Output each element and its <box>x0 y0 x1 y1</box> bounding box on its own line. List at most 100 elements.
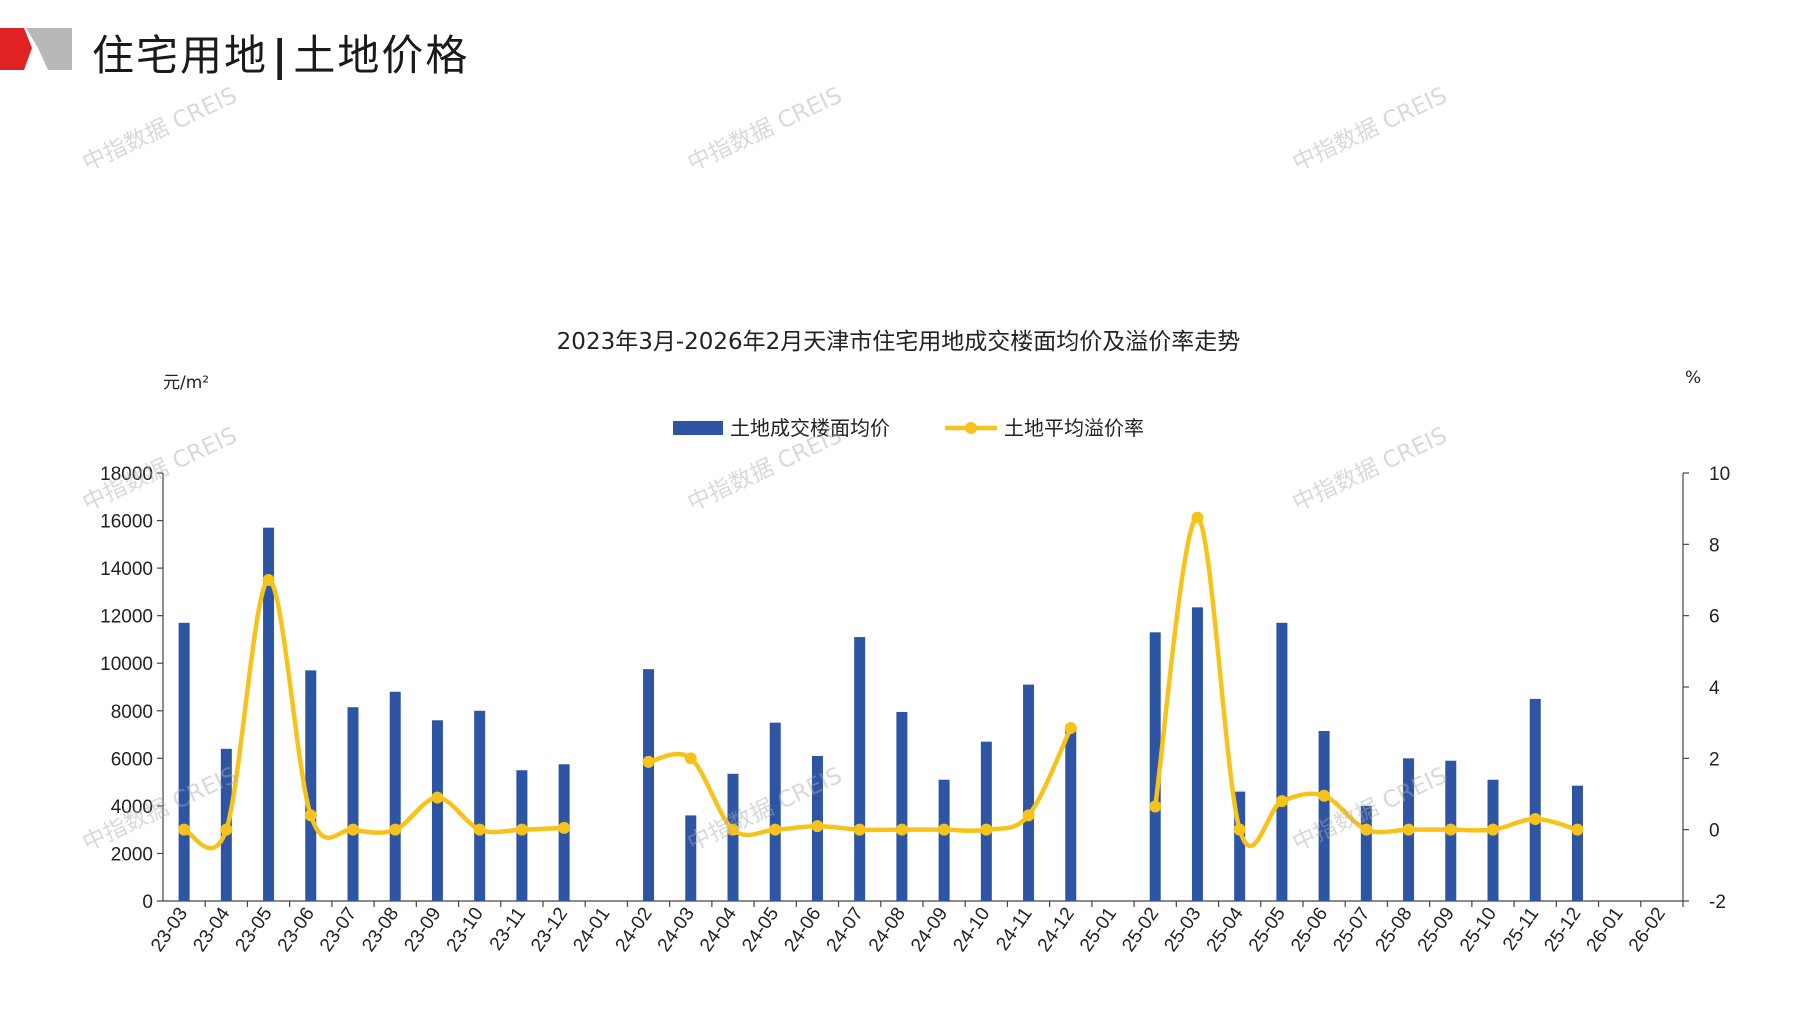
bar <box>347 707 359 901</box>
bar <box>389 691 401 901</box>
premium-rate-point <box>1191 511 1204 524</box>
left-tick-label: 16000 <box>100 512 153 533</box>
x-tick-label: 23-11 <box>486 904 530 955</box>
x-tick-label: 25-09 <box>1414 904 1459 956</box>
bar <box>896 711 908 901</box>
x-tick-label: 25-01 <box>1076 904 1121 956</box>
x-tick-label: 24-05 <box>738 904 783 956</box>
right-tick-label: 6 <box>1709 607 1720 628</box>
left-tick-label: 0 <box>142 892 153 913</box>
x-tick-label: 24-07 <box>823 904 868 956</box>
x-tick-label: 24-09 <box>907 904 952 956</box>
bar <box>1023 684 1035 901</box>
left-tick-label: 10000 <box>100 654 153 675</box>
premium-rate-point <box>262 574 275 586</box>
x-tick-label: 24-03 <box>654 904 699 956</box>
bar <box>305 670 317 901</box>
bar <box>431 720 443 901</box>
premium-rate-point <box>684 752 697 765</box>
premium-rate-point <box>1064 722 1077 735</box>
premium-rate-point <box>558 821 571 834</box>
x-tick-label: 24-11 <box>992 904 1036 955</box>
x-tick-label: 26-02 <box>1625 904 1670 956</box>
x-tick-label: 23-09 <box>400 904 445 956</box>
bar <box>1318 730 1330 901</box>
bar <box>1234 791 1246 901</box>
bar <box>1360 805 1372 901</box>
x-tick-label: 25-07 <box>1329 904 1374 956</box>
premium-rate-point <box>389 823 402 836</box>
x-tick-label: 24-02 <box>612 904 657 956</box>
x-tick-label: 23-10 <box>443 904 488 956</box>
page-title-right: 土地价格 <box>293 31 470 80</box>
x-tick-label: 25-04 <box>1203 903 1248 955</box>
x-tick-label: 23-12 <box>527 904 572 956</box>
premium-rate-point <box>1022 809 1035 822</box>
premium-rate-point <box>347 823 359 836</box>
premium-rate-point <box>727 823 739 836</box>
premium-rate-point <box>1529 812 1542 825</box>
premium-rate-line <box>181 577 567 851</box>
premium-rate-point <box>1402 823 1415 836</box>
x-tick-label: 25-02 <box>1118 904 1163 956</box>
x-tick-label: 24-08 <box>865 904 910 956</box>
left-tick-label: 8000 <box>111 702 153 723</box>
right-tick-label: 2 <box>1709 749 1720 770</box>
chart-title: 2023年3月-2026年2月天津市住宅用地成交楼面均价及溢价率走势 <box>556 329 1241 355</box>
x-tick-label: 25-03 <box>1160 904 1205 956</box>
left-tick-label: 6000 <box>111 749 153 770</box>
bar <box>980 741 992 901</box>
premium-rate-point <box>1487 823 1499 836</box>
bar <box>685 815 697 901</box>
brand-logo <box>0 28 72 70</box>
bar <box>727 773 739 901</box>
left-tick-label: 14000 <box>100 559 153 580</box>
x-tick-label: 25-06 <box>1287 904 1332 956</box>
bar <box>1276 622 1288 901</box>
premium-rate-line <box>1152 515 1580 849</box>
premium-rate-point <box>473 823 486 836</box>
left-axis-unit: 元/m² <box>163 373 210 393</box>
x-tick-label: 23-08 <box>358 904 403 956</box>
bar <box>1571 785 1583 901</box>
right-tick-label: -2 <box>1709 892 1726 913</box>
x-tick-label: 25-12 <box>1540 904 1585 956</box>
bar <box>263 527 275 901</box>
bar <box>643 669 655 901</box>
left-tick-label: 4000 <box>111 797 153 818</box>
x-tick-label: 25-08 <box>1372 904 1417 956</box>
legend-line-label: 土地平均溢价率 <box>1004 416 1144 440</box>
logo-red-shape <box>0 28 32 70</box>
premium-rate-point <box>1571 823 1584 836</box>
premium-rate-point <box>1360 823 1373 836</box>
page-title-separator: | <box>272 31 290 80</box>
bar <box>1529 698 1541 901</box>
x-tick-label: 23-07 <box>316 904 361 956</box>
x-tick-label: 25-11 <box>1499 904 1543 955</box>
bar <box>854 637 866 901</box>
premium-rate-point <box>853 823 866 836</box>
bar <box>1191 607 1203 901</box>
premium-rate-point <box>1149 800 1162 813</box>
x-tick-label: 24-01 <box>569 904 614 956</box>
x-tick-label: 23-04 <box>189 903 234 955</box>
right-tick-label: 10 <box>1709 464 1730 485</box>
premium-rate-point <box>642 755 655 768</box>
logo-gray-shape <box>26 28 72 70</box>
x-tick-label: 23-03 <box>147 904 192 956</box>
x-tick-label: 24-12 <box>1034 904 1079 956</box>
premium-rate-point <box>769 823 782 836</box>
premium-rate-point <box>431 791 444 804</box>
legend-bar-swatch <box>673 421 723 435</box>
right-tick-label: 0 <box>1709 821 1720 842</box>
legend-line-marker <box>965 422 977 434</box>
bar <box>769 722 781 901</box>
premium-rate-point <box>1318 789 1331 802</box>
x-tick-label: 23-06 <box>274 904 319 956</box>
premium-rate-point <box>811 820 824 833</box>
bar <box>1149 632 1161 901</box>
right-tick-label: 8 <box>1709 535 1720 556</box>
left-tick-label: 12000 <box>100 607 153 628</box>
premium-rate-point <box>895 823 908 836</box>
